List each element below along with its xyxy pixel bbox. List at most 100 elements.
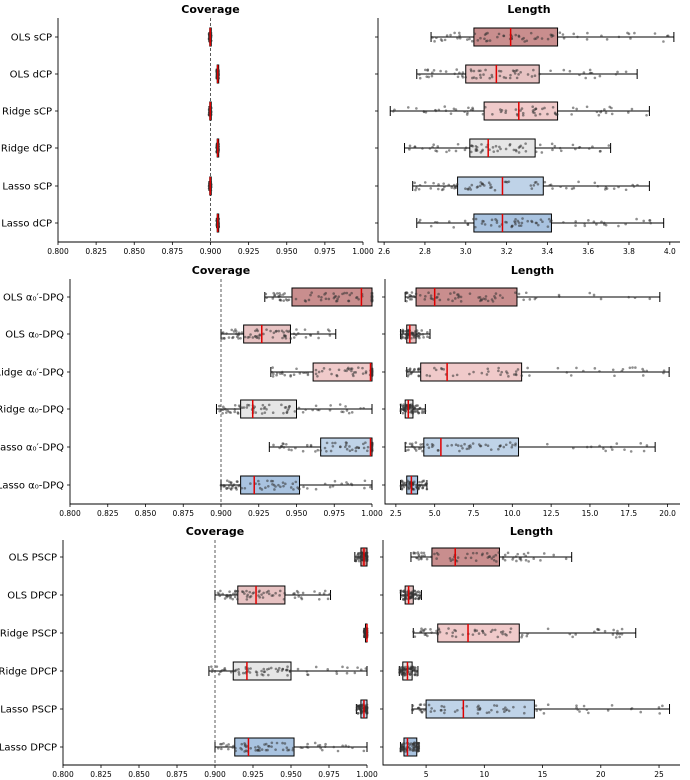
data-point xyxy=(627,295,631,299)
data-point xyxy=(260,673,264,676)
data-point xyxy=(335,374,339,378)
data-point xyxy=(242,406,246,409)
data-point xyxy=(476,712,480,715)
data-point xyxy=(449,33,452,37)
data-point xyxy=(512,705,515,709)
data-point xyxy=(291,746,295,750)
data-point xyxy=(498,294,502,297)
data-point xyxy=(222,336,226,340)
data-point xyxy=(345,447,349,451)
data-point xyxy=(613,374,616,378)
data-point xyxy=(464,146,468,150)
data-point xyxy=(283,373,287,377)
data-point xyxy=(238,483,241,487)
data-point xyxy=(233,669,236,673)
data-point xyxy=(325,449,328,453)
x-tick-label: 0.825 xyxy=(97,509,119,518)
x-tick-label: 0.900 xyxy=(204,770,226,779)
data-point xyxy=(272,443,275,447)
data-point xyxy=(430,74,434,78)
panel-title: Length xyxy=(510,525,553,538)
data-point xyxy=(404,592,407,596)
data-point xyxy=(460,444,463,448)
data-point xyxy=(606,709,610,712)
data-point xyxy=(417,374,421,378)
data-point xyxy=(427,291,430,294)
data-point xyxy=(259,407,263,411)
data-point xyxy=(522,711,526,715)
data-point xyxy=(485,145,488,149)
data-point xyxy=(495,704,499,708)
data-point xyxy=(483,37,486,41)
data-point xyxy=(257,594,260,597)
data-point xyxy=(477,632,481,635)
data-point xyxy=(420,551,423,555)
data-point xyxy=(306,373,310,377)
data-point xyxy=(487,711,491,714)
data-point xyxy=(223,484,227,488)
category-label: OLS dCP xyxy=(10,70,52,81)
data-point xyxy=(423,554,426,557)
box-6 xyxy=(399,475,429,495)
data-point xyxy=(517,224,521,227)
data-point xyxy=(292,332,296,336)
data-point xyxy=(481,182,484,185)
data-point xyxy=(418,293,422,297)
data-point xyxy=(245,589,248,593)
data-point xyxy=(454,443,458,447)
data-point xyxy=(418,483,421,487)
data-point xyxy=(572,32,576,36)
data-point xyxy=(219,589,222,593)
data-point xyxy=(261,596,265,599)
data-point xyxy=(451,558,455,561)
data-point xyxy=(316,744,320,748)
data-point xyxy=(525,39,529,43)
data-point xyxy=(287,298,291,302)
data-point xyxy=(314,368,318,372)
data-point xyxy=(529,31,533,35)
x-tick-label: 0.925 xyxy=(242,770,264,779)
data-point xyxy=(328,408,332,412)
data-point xyxy=(447,627,450,630)
data-point xyxy=(520,221,524,225)
data-point xyxy=(542,552,546,555)
data-point xyxy=(524,150,528,153)
data-point xyxy=(421,147,424,150)
data-point xyxy=(588,68,592,72)
data-point xyxy=(454,635,458,639)
data-point xyxy=(418,218,422,222)
data-point xyxy=(270,745,273,748)
data-point xyxy=(304,336,308,339)
data-point xyxy=(410,332,414,335)
data-point xyxy=(515,68,519,72)
data-point xyxy=(593,630,596,634)
data-point xyxy=(282,597,286,601)
data-point xyxy=(600,220,603,224)
data-point xyxy=(243,486,247,490)
data-point xyxy=(299,746,303,749)
data-point xyxy=(346,482,350,486)
data-point xyxy=(524,554,528,558)
x-tick-label: 0.875 xyxy=(173,509,195,518)
x-tick-label: 10.0 xyxy=(504,509,521,518)
data-point xyxy=(471,76,474,80)
data-point xyxy=(267,484,270,488)
data-point xyxy=(440,367,443,370)
data-point xyxy=(399,330,403,333)
data-point xyxy=(532,184,536,187)
data-point xyxy=(611,633,615,636)
data-point xyxy=(470,39,474,43)
data-point xyxy=(423,703,426,706)
data-point xyxy=(324,742,327,746)
x-tick-label: 15 xyxy=(538,770,548,779)
data-point xyxy=(431,36,434,39)
data-point xyxy=(349,482,353,486)
data-point xyxy=(538,72,541,76)
data-point xyxy=(319,449,322,452)
data-point xyxy=(478,706,482,710)
data-point xyxy=(463,110,466,113)
data-point xyxy=(271,366,274,369)
data-point xyxy=(316,448,320,452)
data-point xyxy=(472,370,475,374)
data-point xyxy=(480,298,483,302)
